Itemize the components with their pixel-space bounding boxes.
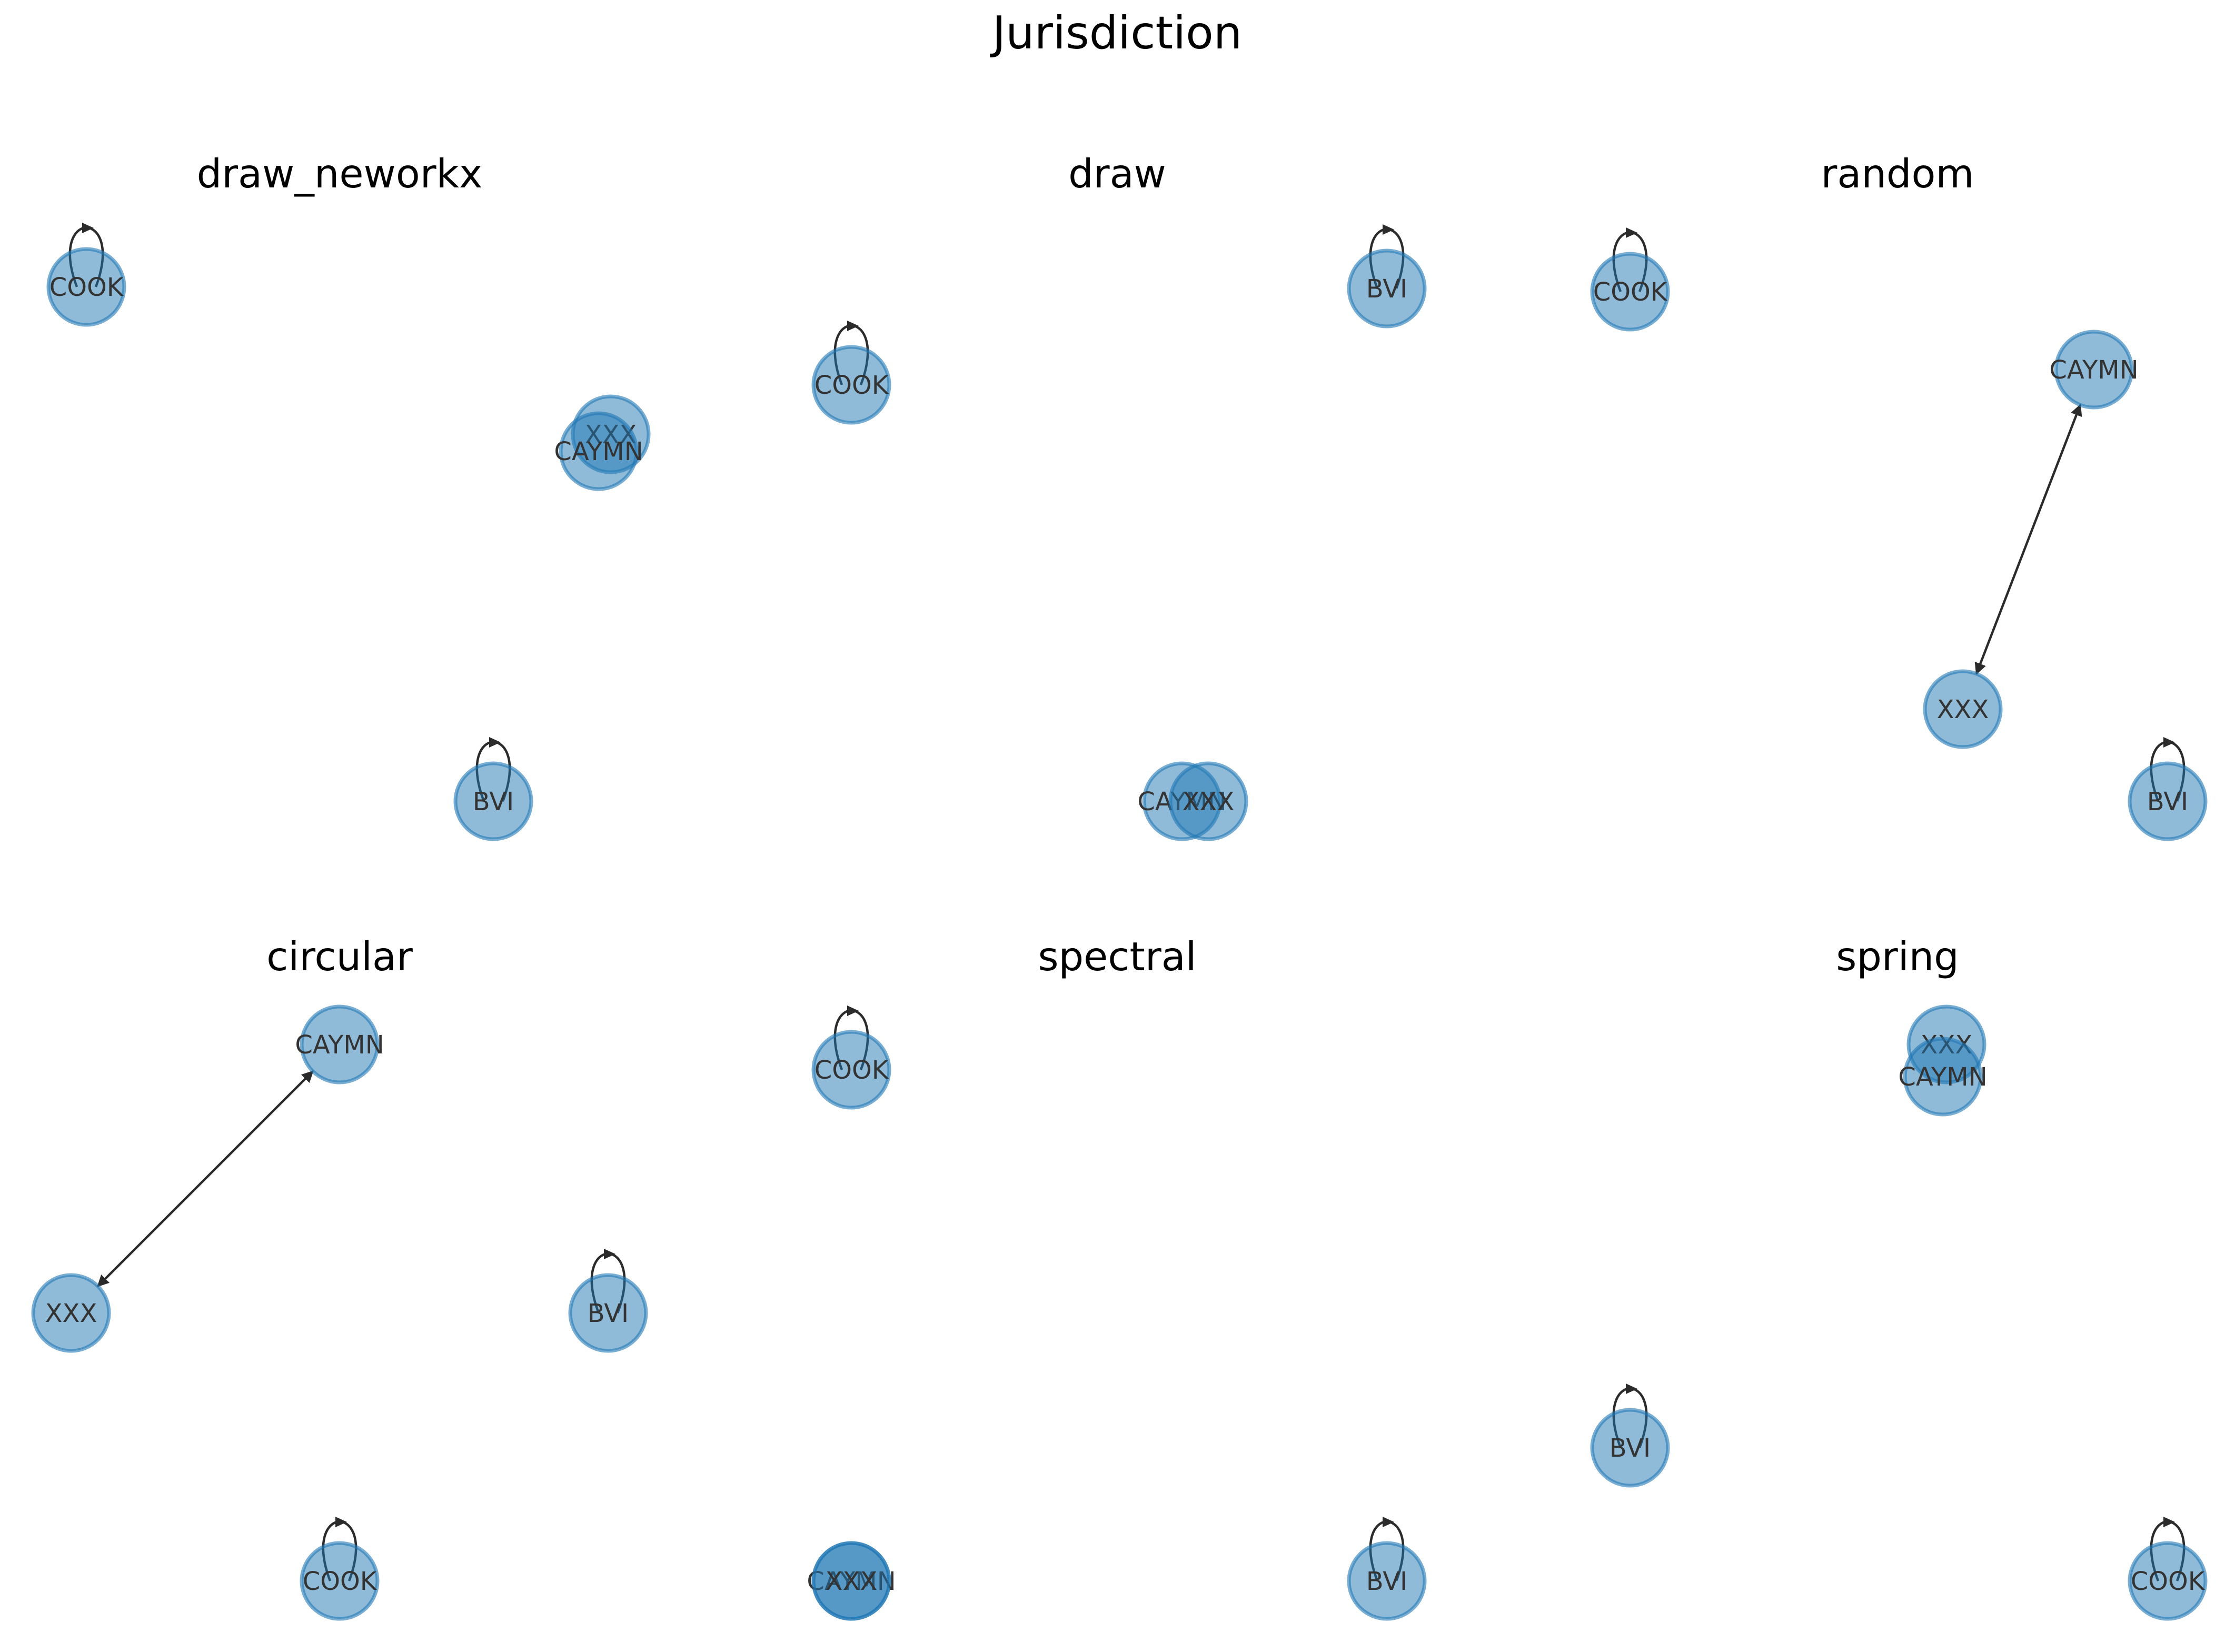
- node-label: BVI: [1366, 274, 1407, 304]
- node-bvi: BVI: [568, 1273, 648, 1353]
- self-loop-arrowhead: [82, 223, 94, 233]
- panel-title: spectral: [1038, 933, 1196, 980]
- panels-layer: draw_neworkx COOK XXX CAYMN BVI draw BVI COOK CA…: [31, 151, 2208, 1621]
- node-label: CAYMN: [2049, 355, 2138, 385]
- panel-circular: circular CAYMN XXX BVI COOK: [31, 933, 648, 1621]
- node-caymn: CAYMN: [1898, 1037, 1988, 1117]
- node-cook: COOK: [1590, 252, 1670, 332]
- node-circle: [300, 1541, 380, 1621]
- self-loop-arrowhead: [1626, 1384, 1637, 1394]
- self-loop-arrowhead: [1383, 224, 1394, 235]
- node-circle: [1923, 669, 2003, 749]
- node-circle: [1347, 1541, 1427, 1621]
- node-circle: [568, 1273, 648, 1353]
- node-label: BVI: [1610, 1434, 1651, 1463]
- node-bvi: BVI: [1347, 248, 1427, 329]
- node-caymn: CAYMN: [295, 1004, 384, 1084]
- node-circle: [453, 761, 533, 841]
- node-label: XXX: [1183, 787, 1235, 817]
- node-cook: COOK: [46, 247, 126, 327]
- node-cook: COOK: [811, 1030, 891, 1110]
- node-circle: [2128, 761, 2208, 841]
- node-cook: COOK: [300, 1541, 380, 1621]
- node-label: CAYMN: [295, 1030, 384, 1060]
- edges: [1612, 1384, 2186, 1581]
- panel-title: circular: [266, 933, 413, 980]
- node-label: XXX: [1937, 695, 1989, 724]
- node-circle: [559, 411, 639, 491]
- node-label: COOK: [303, 1567, 378, 1596]
- node-xxx: XXX: [31, 1273, 111, 1353]
- self-loop-arrowhead: [2163, 737, 2175, 748]
- panel-title: spring: [1836, 933, 1959, 980]
- node-xxx: XXX: [1923, 669, 2003, 749]
- edges: [1612, 227, 2186, 802]
- node-circle: [1903, 1037, 1983, 1117]
- edges: [833, 1006, 1405, 1581]
- node-label: XXX: [826, 1567, 878, 1596]
- node-label: BVI: [2147, 787, 2188, 817]
- panel-random: random COOK CAYMN XXX BVI: [1590, 151, 2208, 841]
- node-circle: [2054, 330, 2134, 410]
- node-bvi: BVI: [2128, 761, 2208, 841]
- node-circle: [31, 1273, 111, 1353]
- node-circle: [2128, 1541, 2208, 1621]
- self-loop-arrowhead: [847, 1006, 859, 1016]
- bidirectional-edge: [97, 1070, 314, 1287]
- self-loop-arrowhead: [335, 1517, 347, 1527]
- self-loop-arrowhead: [489, 737, 501, 748]
- node-label: BVI: [1366, 1567, 1407, 1596]
- bidirectional-edge: [1974, 404, 2082, 675]
- node-circle: [1168, 761, 1248, 841]
- node-label: COOK: [49, 273, 124, 302]
- node-label: COOK: [814, 371, 889, 400]
- node-circle: [1347, 248, 1427, 329]
- node-bvi: BVI: [453, 761, 533, 841]
- node-xxx: XXX: [1168, 761, 1248, 841]
- panel-draw: drawBVICOOKCAYMNXXX: [811, 151, 1427, 841]
- node-label: XXX: [45, 1299, 97, 1328]
- self-loop-arrowhead: [1626, 227, 1637, 238]
- figure-title: Jurisdiction: [990, 7, 1242, 59]
- node-cook: COOK: [811, 345, 891, 425]
- panel-draw_neworkx: draw_neworkxCOOKXXXCAYMNBVI: [46, 151, 651, 841]
- node-label: BVI: [588, 1299, 629, 1328]
- node-caymn: CAYMN: [2049, 330, 2139, 410]
- node-label: COOK: [2131, 1567, 2206, 1596]
- node-xxx: XXX: [811, 1541, 891, 1621]
- node-circle: [1590, 1408, 1670, 1488]
- node-cook: COOK: [2128, 1541, 2208, 1621]
- node-bvi: BVI: [1590, 1408, 1670, 1488]
- self-loop-arrowhead: [604, 1249, 615, 1259]
- panel-spectral: spectralCOOKCAYMNXXXBVI: [807, 933, 1427, 1621]
- panel-title: draw: [1068, 151, 1166, 197]
- node-circle: [300, 1004, 380, 1084]
- self-loop-arrowhead: [1383, 1517, 1394, 1527]
- self-loop-arrowhead: [2163, 1517, 2175, 1527]
- node-caymn: CAYMN: [554, 411, 643, 491]
- panel-title: draw_neworkx: [197, 151, 483, 197]
- panel-title: random: [1821, 151, 1974, 197]
- node-label: CAYMN: [1898, 1062, 1987, 1092]
- node-label: BVI: [473, 787, 514, 817]
- self-loop-arrowhead: [847, 321, 859, 331]
- node-circle: [811, 1030, 891, 1110]
- node-label: CAYMN: [554, 437, 643, 466]
- node-bvi: BVI: [1347, 1541, 1427, 1621]
- node-circle: [811, 345, 891, 425]
- node-circle: [811, 1541, 891, 1621]
- node-circle: [1590, 252, 1670, 332]
- node-label: COOK: [1593, 277, 1668, 307]
- edges: [68, 223, 511, 802]
- node-circle: [46, 247, 126, 327]
- edges: [833, 224, 1405, 385]
- panel-spring: springXXXCAYMNBVICOOK: [1590, 933, 2208, 1621]
- edges: [97, 1070, 626, 1581]
- node-label: COOK: [814, 1056, 889, 1085]
